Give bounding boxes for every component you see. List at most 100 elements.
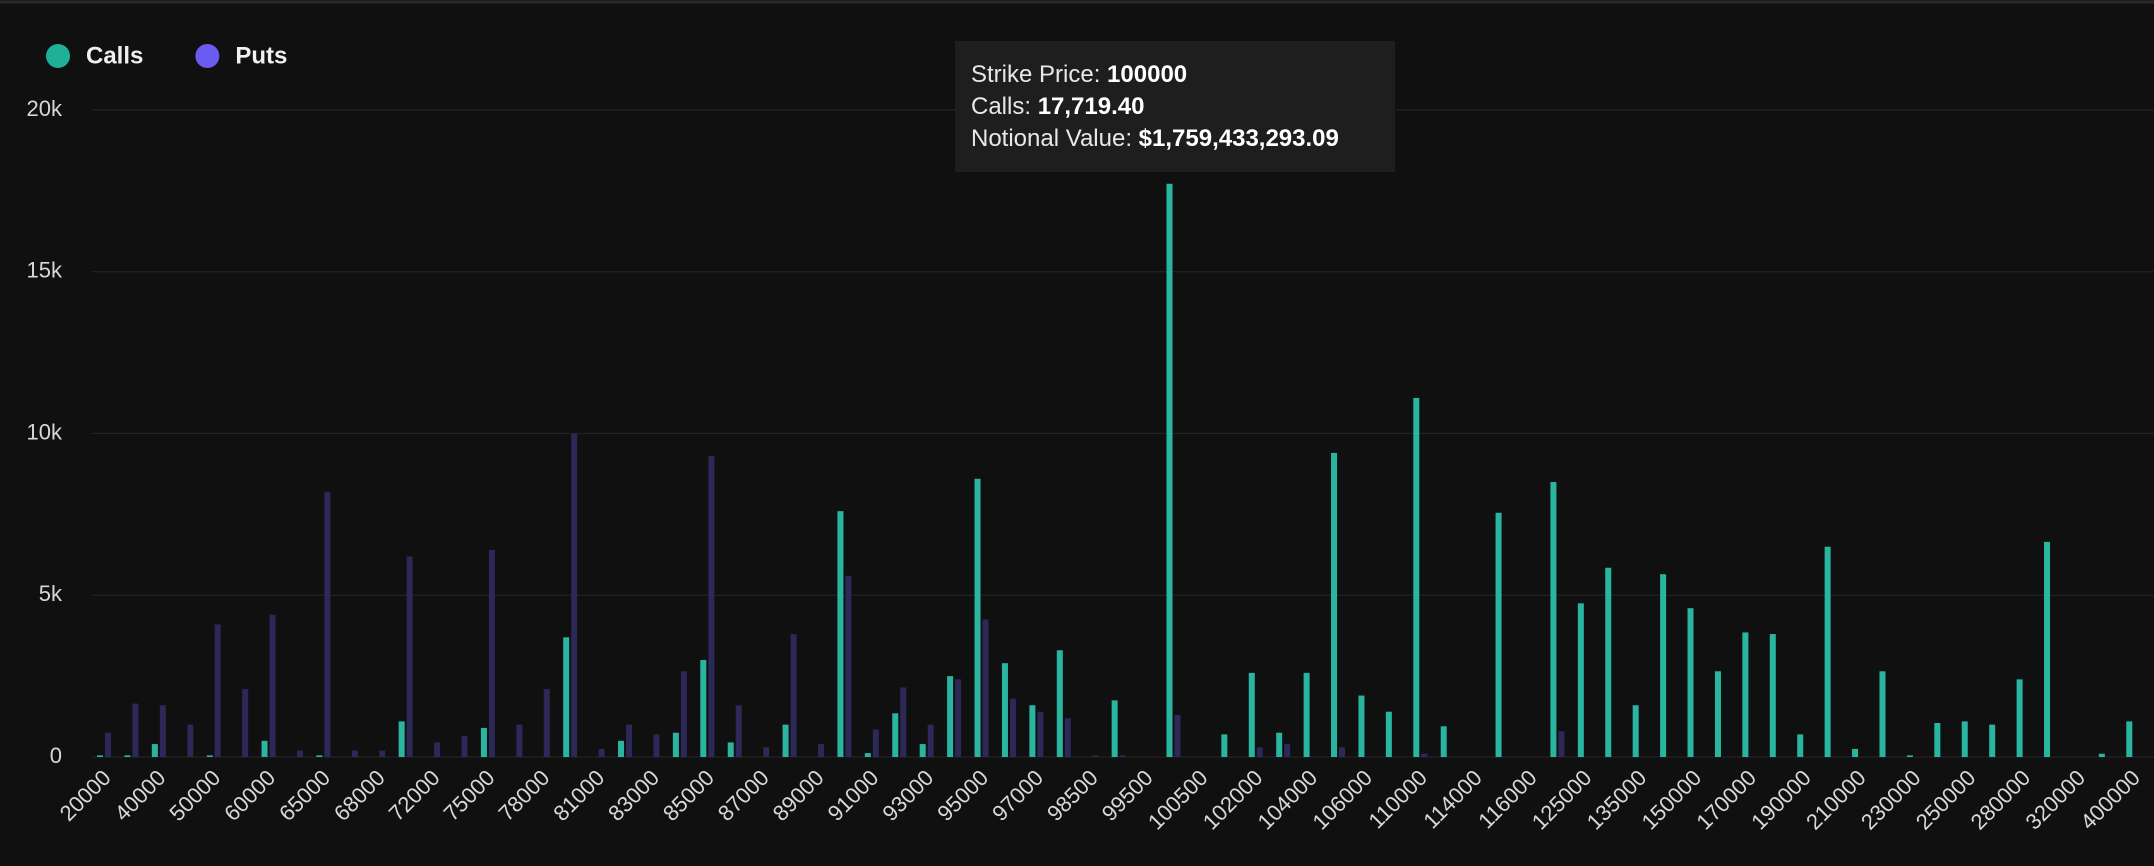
bar [1092,755,1099,757]
bar [1029,705,1036,757]
legend-label: Puts [235,42,287,69]
legend-swatch [46,44,70,68]
bar [563,637,570,757]
y-tick-label: 10k [27,419,63,444]
bar [1879,671,1886,757]
bar [434,742,441,757]
y-tick-label: 15k [27,258,63,283]
bar [1056,650,1063,757]
bar [1064,718,1071,757]
bar [159,705,166,757]
bar [1001,663,1008,757]
bar [763,747,770,757]
bar [1605,567,1612,757]
bar [1174,714,1181,757]
bar [927,724,934,757]
bar [379,750,386,757]
tooltip-strike: Strike Price: 100000 [971,61,1187,88]
bar [461,735,468,757]
bar [1577,603,1584,757]
bar [1111,700,1118,757]
bar [626,724,633,757]
bar [1852,748,1859,757]
bar [124,755,131,757]
bar [214,624,221,757]
bar [1824,546,1831,757]
bar [132,703,139,757]
y-tick-label: 0 [50,743,62,768]
bar [105,732,112,757]
bar [2098,753,2105,757]
bar [782,724,789,757]
legend-label: Calls [86,42,143,69]
bar [571,433,578,757]
tooltip: Strike Price: 100000 Calls: 17,719.40 No… [955,41,1395,172]
bar [1221,734,1228,757]
bar [480,727,487,757]
bar [955,679,962,757]
bar [2044,541,2051,757]
bar [1550,482,1557,757]
bar [919,744,926,757]
tooltip-value: 17,719.40 [1038,93,1145,120]
bar [900,687,907,757]
bar [1413,397,1420,757]
bar [947,676,954,757]
y-tick-label: 5k [39,581,63,606]
bar [1119,755,1126,757]
bar [1797,734,1804,757]
bar [151,744,158,757]
bar [845,575,852,757]
bar [516,724,523,757]
bar [727,742,734,757]
bar [316,755,323,757]
bar [2016,679,2023,757]
tooltip-calls: Calls: 17,719.40 [971,93,1144,120]
bar [1687,608,1694,757]
bar [1276,732,1283,757]
bar [598,748,605,757]
bar [1934,723,1941,757]
bar [1256,747,1263,757]
bar [1989,724,1996,757]
bar [543,689,550,757]
bar [1714,671,1721,757]
bar [618,740,625,757]
bar [261,740,268,757]
bar [1769,634,1776,757]
bar [672,732,679,757]
bar [1421,753,1428,757]
bar [708,456,715,757]
bar [206,755,213,757]
tooltip-label: Notional Value: [971,125,1132,152]
bar [1440,726,1447,757]
bar [187,724,194,757]
bar [872,729,879,757]
bar [1248,672,1255,757]
legend: Calls Puts [46,42,287,69]
bar [735,705,742,757]
bar [653,734,660,757]
bar [790,634,797,757]
bar [1037,711,1044,757]
bar [242,689,249,757]
bar [864,753,871,757]
bar [296,750,303,757]
tooltip-label: Strike Price: [971,61,1100,88]
bar [700,659,707,757]
bar [324,491,331,757]
tooltip-label: Calls: [971,93,1031,120]
bar [1339,747,1346,757]
bar [974,478,981,757]
bar [488,549,495,757]
bar [1660,574,1667,757]
bar [982,619,989,757]
bar [892,713,899,757]
bar [1558,731,1565,757]
bar [1358,695,1365,757]
y-tick-label: 20k [27,96,63,121]
bar [1331,452,1338,757]
tooltip-box [955,41,1395,172]
bar [398,721,405,757]
